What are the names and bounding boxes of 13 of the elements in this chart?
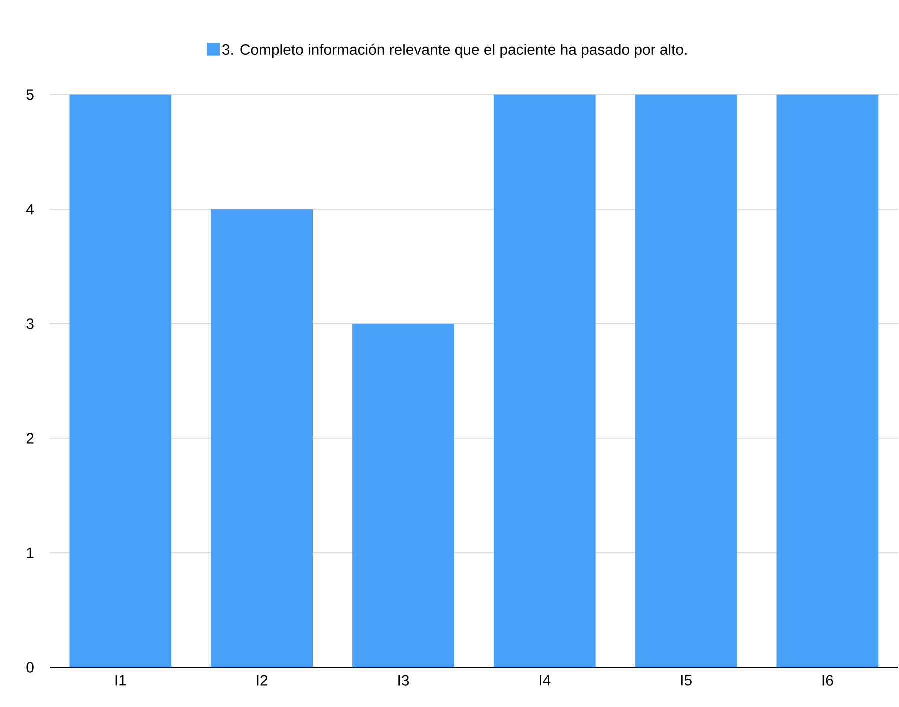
- x-tick-label: I4: [540, 676, 551, 686]
- x-tick-label: I1: [116, 676, 126, 686]
- legend-label: 3. Completo información relevante que el paciente ha pasado por alto.: [222, 44, 687, 58]
- y-tick-label: 5: [26, 90, 34, 100]
- y-tick-label: 0: [26, 662, 34, 674]
- y-tick-label: 1: [27, 548, 34, 558]
- x-tick-label: I6: [822, 676, 834, 686]
- y-tick-label: 2: [26, 434, 34, 444]
- x-tick-label: I2: [257, 676, 268, 686]
- x-tick-label: I3: [398, 676, 410, 686]
- y-tick-label: 3: [26, 318, 34, 330]
- x-tick-label: I5: [681, 676, 692, 686]
- y-tick-label: 4: [26, 204, 34, 215]
